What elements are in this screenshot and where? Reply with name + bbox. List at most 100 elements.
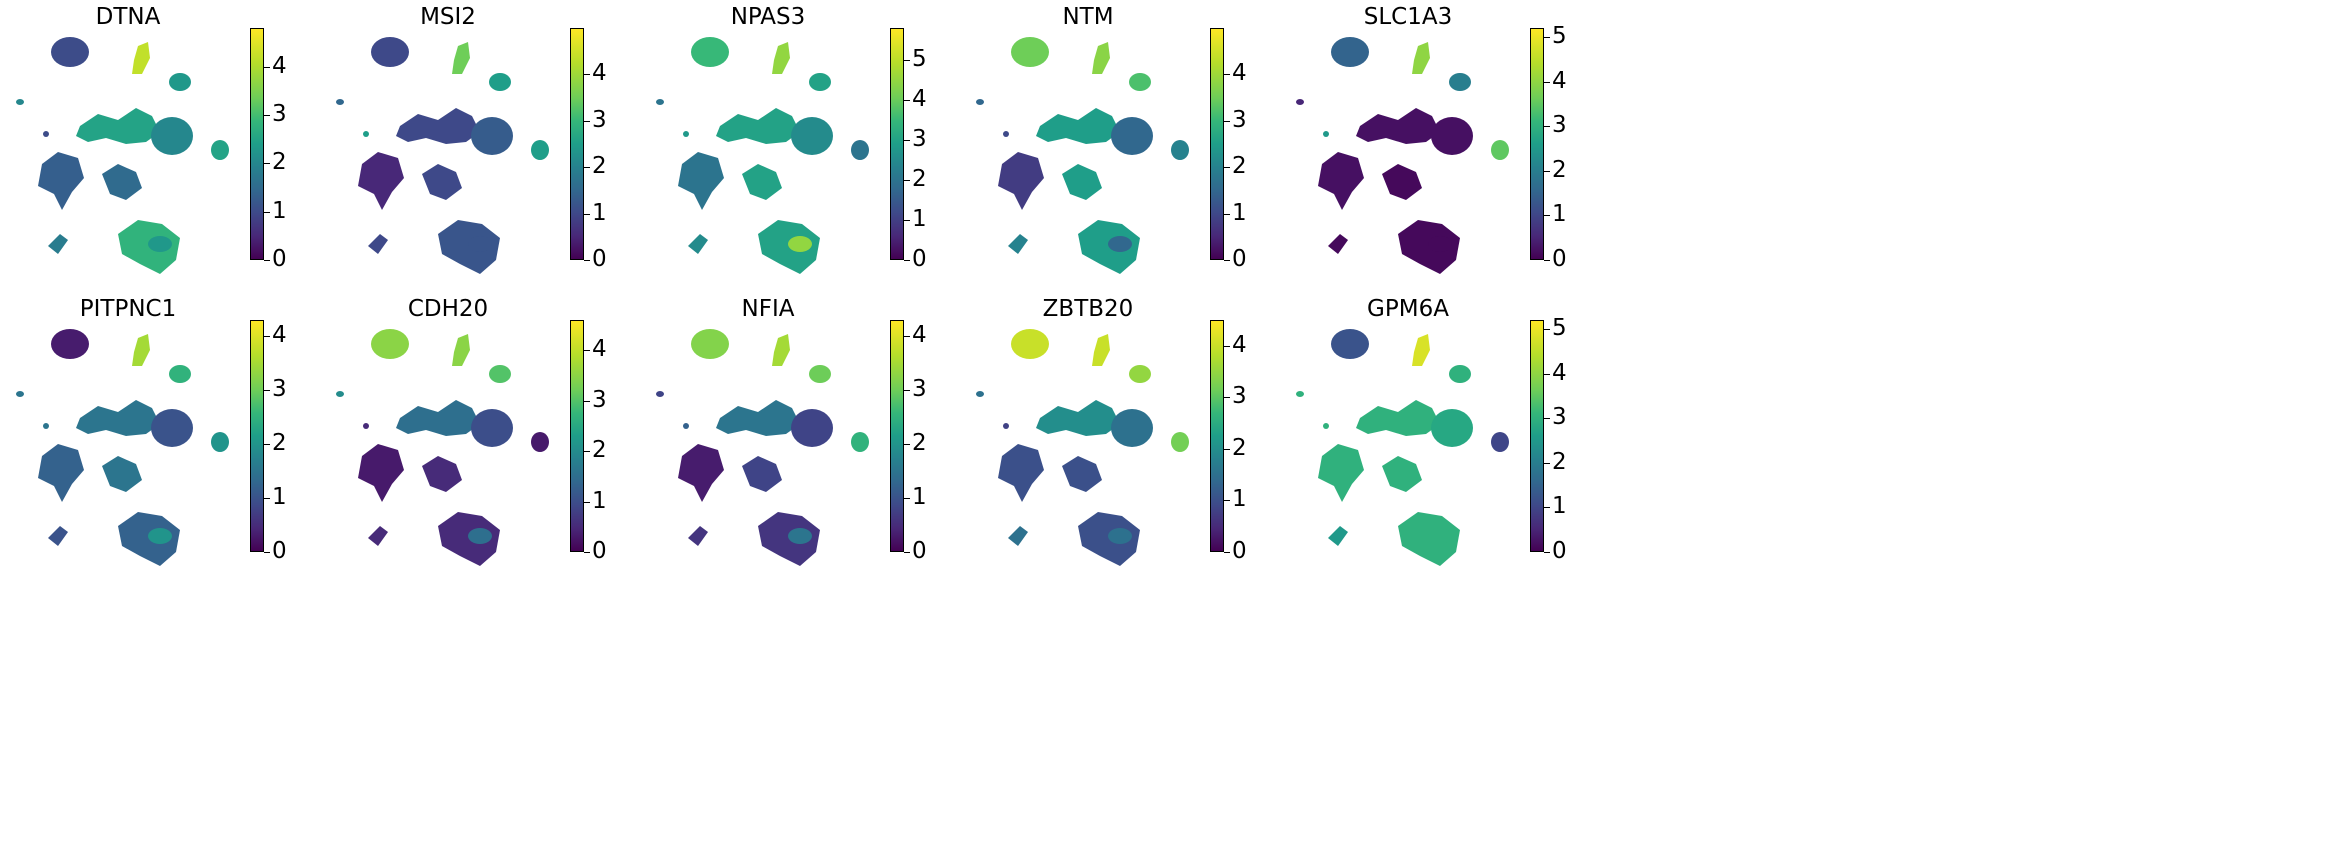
colorbar-tick-label: 1 xyxy=(592,487,607,514)
cluster-c11 xyxy=(336,391,344,397)
colorbar-tick-label: 0 xyxy=(912,538,927,564)
colorbar-tick-label: 2 xyxy=(592,153,607,180)
colorbar-tick xyxy=(584,74,590,76)
colorbar-tick xyxy=(904,100,910,101)
colorbar-tick-label: 1 xyxy=(592,199,607,226)
cluster-c10 xyxy=(688,526,708,546)
cluster-c13 xyxy=(683,423,689,429)
cluster-c5 xyxy=(151,409,193,447)
colorbar xyxy=(890,28,904,260)
cluster-c11 xyxy=(976,391,984,397)
cluster-c1 xyxy=(691,329,729,359)
colorbar-tick-label: 3 xyxy=(272,101,287,127)
cluster-c8 xyxy=(742,456,782,492)
cluster-c13 xyxy=(43,131,49,137)
colorbar-tick-label: 2 xyxy=(1552,156,1567,183)
cluster-c11 xyxy=(1296,99,1304,105)
cluster-c7 xyxy=(531,140,549,160)
cluster-c8 xyxy=(1062,164,1102,200)
colorbar-tick xyxy=(1224,397,1230,399)
colorbar-tick-label: 4 xyxy=(592,336,607,363)
colorbar-tick xyxy=(1544,126,1550,128)
colorbar-tick-label: 0 xyxy=(1552,538,1567,564)
cluster-c1 xyxy=(1011,329,1049,359)
cluster-c5 xyxy=(1111,117,1153,155)
cluster-c2 xyxy=(772,42,790,74)
colorbar-tick xyxy=(584,451,590,453)
cluster-c5 xyxy=(471,117,513,155)
colorbar-tick-label: 0 xyxy=(1552,246,1567,272)
cluster-c12 xyxy=(1108,236,1132,252)
colorbar-tick xyxy=(1544,507,1550,509)
cluster-c4 xyxy=(1036,108,1120,144)
cluster-c6 xyxy=(358,152,404,210)
cluster-c7 xyxy=(211,432,229,452)
colorbar xyxy=(890,320,904,552)
colorbar-tick xyxy=(264,260,270,261)
colorbar-tick xyxy=(264,498,270,500)
cluster-c7 xyxy=(851,140,869,160)
cluster-c3 xyxy=(1449,73,1471,91)
cluster-c13 xyxy=(363,131,369,137)
chart-title: ZBTB20 xyxy=(1042,296,1134,322)
colorbar-tick xyxy=(904,498,910,500)
colorbar-tick xyxy=(1544,418,1550,420)
colorbar-tick xyxy=(1544,462,1550,464)
cluster-c4 xyxy=(76,108,160,144)
cluster-c5 xyxy=(1111,409,1153,447)
colorbar-tick xyxy=(1224,500,1230,502)
cluster-c13 xyxy=(1323,423,1329,429)
cluster-c11 xyxy=(656,391,664,397)
cluster-c8 xyxy=(422,164,462,200)
cluster-c12 xyxy=(1428,236,1452,252)
colorbar-tick-label: 2 xyxy=(912,430,927,457)
colorbar-tick-label: 3 xyxy=(592,386,607,413)
cluster-c13 xyxy=(1323,131,1329,137)
cluster-c5 xyxy=(151,117,193,155)
cluster-c2 xyxy=(132,334,150,366)
colorbar-tick-label: 4 xyxy=(912,322,927,349)
colorbar-tick-label: 4 xyxy=(1552,67,1567,94)
colorbar-tick-label: 1 xyxy=(1552,201,1567,228)
colorbar-tick-label: 0 xyxy=(272,538,287,564)
cluster-c13 xyxy=(363,423,369,429)
colorbar-tick xyxy=(904,140,910,141)
chart-title: NFIA xyxy=(741,296,795,322)
chart-title: SLC1A3 xyxy=(1363,4,1453,30)
colorbar-tick-label: 4 xyxy=(592,60,607,87)
colorbar-tick-label: 2 xyxy=(592,437,607,464)
colorbar-tick xyxy=(584,120,590,122)
colorbar-tick xyxy=(584,213,590,215)
colorbar-tick xyxy=(264,211,270,213)
colorbar-tick-label: 2 xyxy=(1232,153,1247,180)
cluster-c11 xyxy=(336,99,344,105)
cluster-c4 xyxy=(76,400,160,436)
colorbar-tick xyxy=(264,66,270,68)
colorbar-tick xyxy=(1224,552,1230,553)
colorbar-tick-label: 4 xyxy=(272,52,287,79)
chart-title: MSI2 xyxy=(420,4,476,30)
cluster-c11 xyxy=(1296,391,1304,397)
cluster-c10 xyxy=(368,234,388,254)
cluster-c4 xyxy=(396,108,480,144)
cluster-c5 xyxy=(1431,409,1473,447)
cluster-c8 xyxy=(742,164,782,200)
cluster-c8 xyxy=(102,456,142,492)
chart-title: NTM xyxy=(1062,4,1114,30)
colorbar-tick-label: 1 xyxy=(1232,486,1247,513)
colorbar-tick-label: 0 xyxy=(1232,538,1247,564)
colorbar-tick xyxy=(904,444,910,446)
cluster-c4 xyxy=(1036,400,1120,436)
colorbar-tick xyxy=(1224,120,1230,122)
umap-scatter xyxy=(656,37,869,274)
colorbar-tick xyxy=(584,350,590,352)
chart-title: PITPNC1 xyxy=(79,296,177,322)
colorbar-tick xyxy=(1544,36,1550,38)
colorbar-tick xyxy=(904,60,910,61)
colorbar-tick xyxy=(1544,328,1550,330)
cluster-c6 xyxy=(38,152,84,210)
colorbar-tick xyxy=(1544,552,1550,553)
colorbar-tick-label: 4 xyxy=(912,86,927,112)
cluster-c12 xyxy=(788,528,812,544)
